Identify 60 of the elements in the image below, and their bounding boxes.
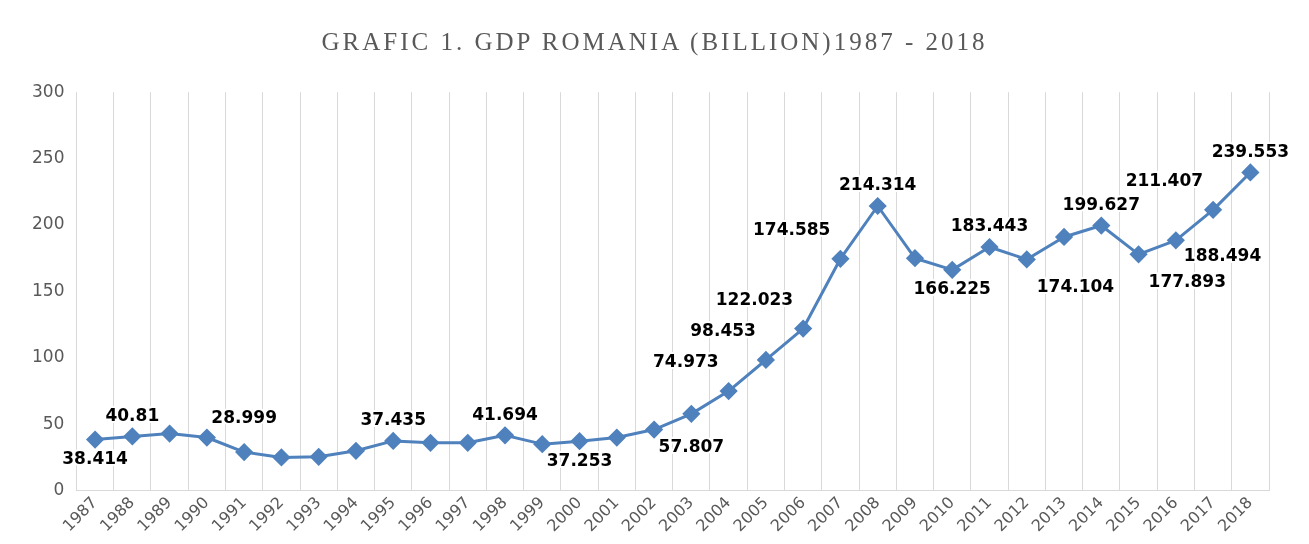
point bbox=[571, 432, 589, 450]
point bbox=[272, 448, 290, 466]
point bbox=[869, 197, 887, 215]
data-label: 37.435 bbox=[360, 409, 427, 430]
data-label: 174.104 bbox=[1036, 275, 1115, 296]
point bbox=[981, 238, 998, 256]
data-label: 239.553 bbox=[1211, 140, 1290, 161]
data-label: 166.225 bbox=[913, 278, 991, 299]
point bbox=[757, 351, 775, 369]
point bbox=[421, 434, 439, 452]
data-label: 38.414 bbox=[62, 448, 129, 469]
chart-title: GRAFIC 1. GDP ROMANIA (BILLION)1987 - 2018 bbox=[320, 28, 989, 56]
y-tick-label: 200 bbox=[31, 213, 65, 234]
point bbox=[720, 382, 738, 400]
data-label: 57.807 bbox=[658, 436, 725, 457]
data-label: 214.314 bbox=[838, 174, 917, 195]
point bbox=[123, 427, 141, 445]
data-label: 199.627 bbox=[1062, 193, 1141, 214]
point bbox=[794, 320, 812, 338]
point bbox=[86, 431, 104, 449]
point bbox=[645, 421, 663, 439]
point bbox=[1092, 217, 1110, 235]
point bbox=[1204, 201, 1222, 219]
y-tick-label: 150 bbox=[31, 279, 65, 300]
data-label: 188.494 bbox=[1183, 244, 1262, 265]
point bbox=[161, 425, 179, 443]
data-label: 40.81 bbox=[105, 404, 160, 425]
data-label: 177.893 bbox=[1148, 270, 1226, 291]
y-tick-label: 300 bbox=[31, 80, 65, 101]
point bbox=[384, 432, 402, 450]
data-label: 28.999 bbox=[211, 406, 277, 427]
point bbox=[533, 435, 551, 453]
point bbox=[496, 426, 514, 444]
point bbox=[1167, 231, 1185, 249]
point bbox=[608, 429, 626, 447]
point bbox=[1241, 163, 1259, 181]
data-label: 41.694 bbox=[472, 403, 538, 424]
point bbox=[906, 249, 924, 267]
point bbox=[310, 448, 328, 466]
point bbox=[1130, 245, 1148, 263]
data-label: 174.585 bbox=[752, 219, 831, 240]
y-tick-label: 50 bbox=[42, 412, 65, 433]
data-label: 98.453 bbox=[690, 320, 756, 341]
point bbox=[943, 261, 961, 279]
y-tick-label: 250 bbox=[31, 147, 65, 168]
y-tick-label: 100 bbox=[31, 346, 65, 367]
point bbox=[1055, 228, 1073, 246]
point bbox=[459, 434, 477, 452]
point bbox=[1018, 250, 1036, 268]
y-tick-label: 0 bbox=[53, 479, 65, 500]
data-label: 37.253 bbox=[546, 449, 613, 470]
point bbox=[235, 443, 253, 461]
data-label: 211.407 bbox=[1125, 170, 1204, 191]
point bbox=[198, 429, 216, 447]
data-label: 74.973 bbox=[653, 351, 719, 372]
point bbox=[831, 250, 849, 268]
point bbox=[682, 405, 700, 423]
data-label: 122.023 bbox=[715, 288, 794, 309]
data-label: 183.443 bbox=[950, 215, 1029, 236]
point bbox=[347, 442, 365, 460]
